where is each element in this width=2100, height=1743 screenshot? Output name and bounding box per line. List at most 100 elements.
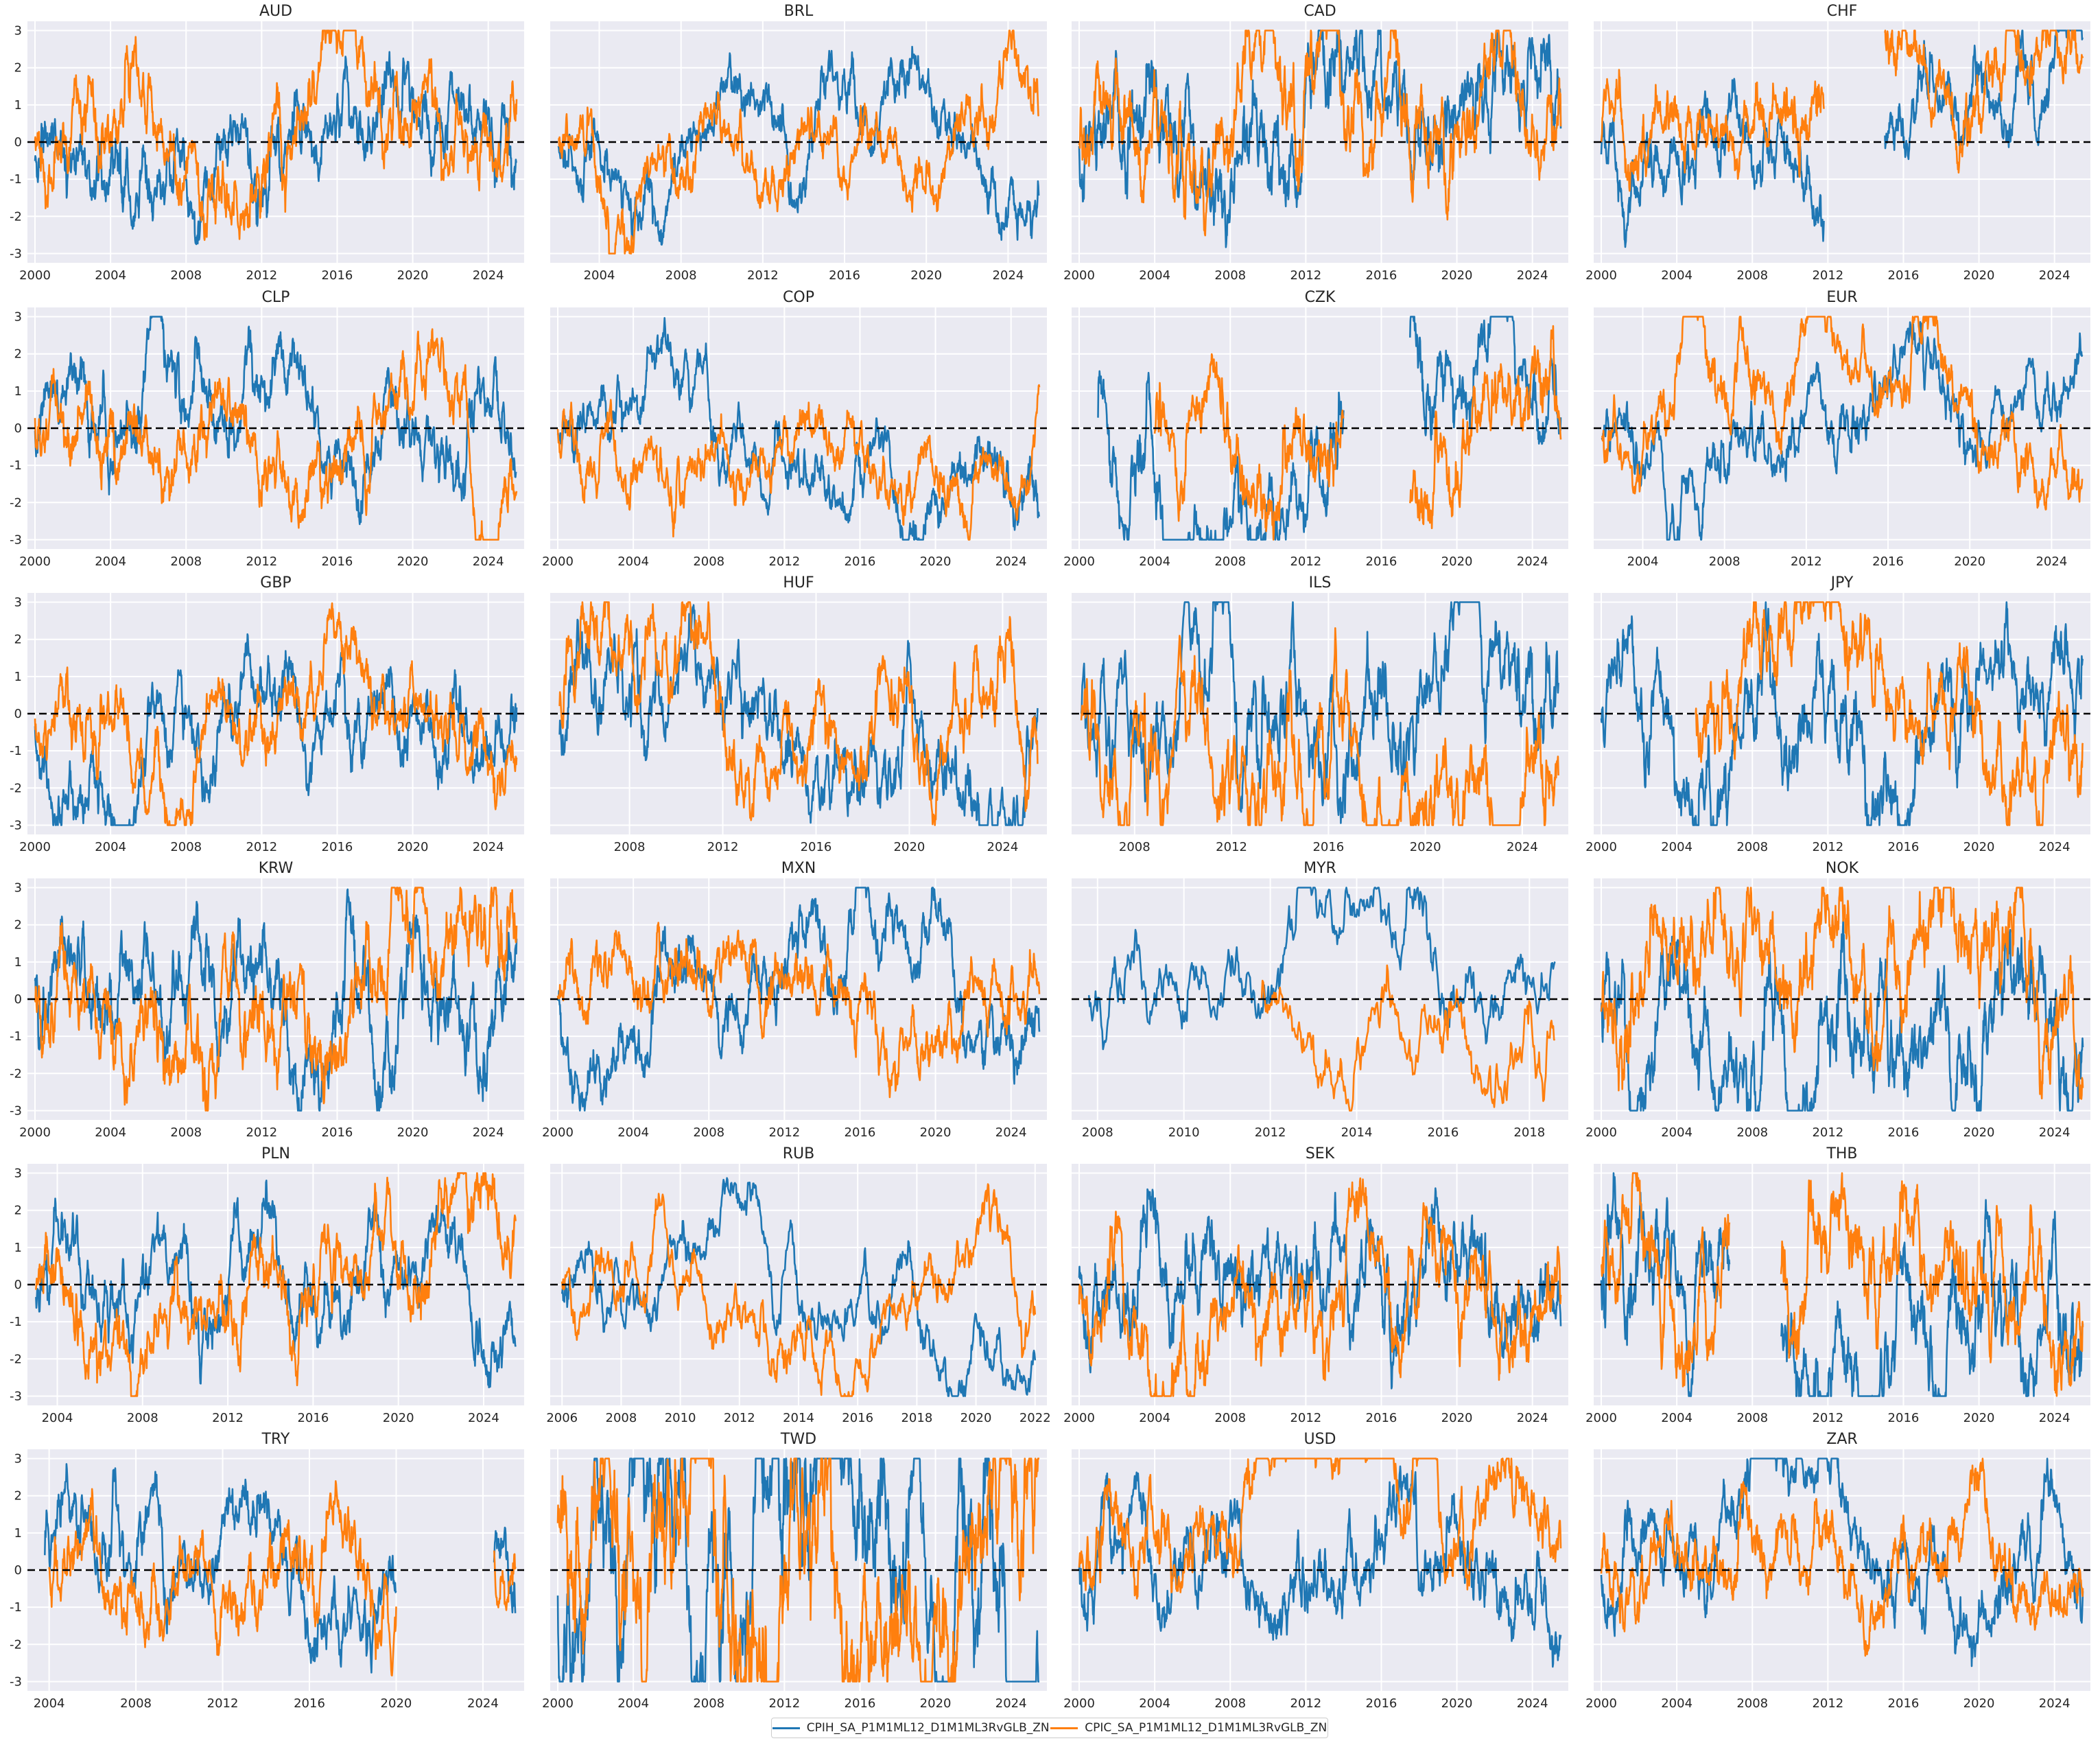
panel-twd: 2000 2004 2008 2012 2016 2020 2024 TWD	[542, 1431, 1047, 1711]
series-cpih-line	[34, 316, 517, 526]
x-tick-label: 2012	[724, 1411, 755, 1425]
x-tick-label: 2020	[1441, 554, 1473, 569]
x-tick-label: 2000	[1585, 268, 1617, 283]
x-tick-label: 2020	[383, 1411, 414, 1425]
panel-title: ILS	[1309, 574, 1332, 592]
series-cpic-line	[1078, 1458, 1562, 1600]
x-tick-label: 2008	[693, 554, 724, 569]
legend-swatch-cpic	[1050, 1727, 1078, 1729]
panel-title: CAD	[1303, 3, 1336, 20]
y-tick-label: 3	[14, 881, 22, 896]
panel-title: USD	[1303, 1431, 1336, 1448]
x-tick-label: 2004	[95, 554, 126, 569]
x-tick-label: 2012	[246, 554, 277, 569]
x-tick-label: 2018	[1513, 1125, 1545, 1140]
y-tick-label: -2	[10, 1352, 22, 1366]
x-tick-label: 2024	[467, 1696, 499, 1711]
x-tick-label: 2010	[665, 1411, 696, 1425]
x-tick-label: 2000	[542, 1125, 574, 1140]
panel-cad: 2000 2004 2008 2012 2016 2020 2024 CAD	[1063, 3, 1568, 283]
x-tick-label: 2012	[1255, 1125, 1286, 1140]
x-tick-label: 2008	[1119, 840, 1151, 854]
y-tick-label: 1	[14, 98, 22, 113]
x-tick-label: 2024	[995, 554, 1027, 569]
panel-title: RUB	[783, 1145, 814, 1162]
x-tick-label: 2012	[1290, 1411, 1321, 1425]
panel-try: 2004 2008 2012 2016 2020 2024 -3 -2 -1 0 1 2 3 TRY	[10, 1431, 524, 1711]
x-tick-label: 2016	[842, 1411, 873, 1425]
x-tick-label: 2012	[1812, 1696, 1843, 1711]
x-tick-label: 2024	[1517, 268, 1548, 283]
x-tick-label: 2016	[845, 1696, 876, 1711]
x-tick-label: 2016	[297, 1411, 329, 1425]
y-tick-label: 2	[14, 1489, 22, 1504]
x-tick-label: 2016	[829, 268, 860, 283]
x-tick-label: 2018	[901, 1411, 932, 1425]
series-cpih-line	[34, 633, 518, 826]
panel-title: NOK	[1826, 860, 1859, 877]
series-cpic-line	[1601, 1172, 2084, 1397]
series-cpic-line	[1153, 325, 1562, 541]
x-tick-label: 2012	[747, 268, 779, 283]
y-tick-label: 3	[14, 596, 22, 610]
x-tick-label: 2008	[614, 840, 646, 854]
x-tick-label: 2024	[2036, 554, 2067, 569]
x-tick-label: 2024	[473, 1125, 504, 1140]
panel-title: COP	[783, 289, 814, 306]
y-tick-label: -2	[10, 209, 22, 224]
x-tick-label: 2016	[1366, 1411, 1397, 1425]
legend-label-cpic: CPIC_SA_P1M1ML12_D1M1ML3RvGLB_ZN	[1085, 1721, 1328, 1735]
x-tick-label: 2000	[542, 1696, 574, 1711]
x-tick-label: 2020	[1410, 840, 1441, 854]
y-tick-label: -1	[10, 1600, 22, 1615]
x-tick-label: 2000	[542, 554, 574, 569]
y-tick-label: 3	[14, 1167, 22, 1181]
x-tick-label: 2020	[1963, 840, 1995, 854]
y-tick-label: -2	[10, 1066, 22, 1081]
x-tick-label: 2000	[1585, 840, 1617, 854]
series-cpic-line	[48, 1480, 517, 1676]
x-tick-label: 2024	[2039, 1411, 2070, 1425]
series-cpih-line	[1078, 1187, 1562, 1390]
panel-title: GBP	[260, 574, 291, 592]
x-tick-label: 2024	[473, 554, 504, 569]
x-tick-label: 2022	[1019, 1411, 1051, 1425]
series-cpic-line	[1600, 1458, 2084, 1657]
series-cpic-line	[1695, 601, 2084, 826]
panel-title: BRL	[784, 3, 814, 20]
x-tick-label: 2016	[1888, 1411, 1920, 1425]
x-tick-label: 2020	[1963, 1696, 1995, 1711]
legend-entry-cpic: CPIC_SA_P1M1ML12_D1M1ML3RvGLB_ZN	[1050, 1721, 1327, 1735]
x-tick-label: 2016	[1872, 554, 1904, 569]
panel-jpy: 2000 2004 2008 2012 2016 2020 2024 JPY	[1585, 574, 2090, 854]
x-tick-label: 2004	[42, 1411, 73, 1425]
x-tick-label: 2008	[1214, 1696, 1246, 1711]
y-tick-label: 3	[14, 310, 22, 325]
series-cpic-line	[34, 30, 518, 242]
y-tick-label: 2	[14, 918, 22, 933]
x-tick-label: 2020	[381, 1696, 412, 1711]
x-tick-label: 2004	[1139, 554, 1170, 569]
x-tick-label: 2012	[707, 840, 739, 854]
series-cpic-line	[34, 602, 518, 826]
x-tick-label: 2008	[170, 1125, 202, 1140]
series-cpic-line	[1601, 316, 2084, 511]
x-tick-label: 2012	[246, 840, 277, 854]
series-cpic-line	[1600, 30, 2084, 192]
legend: CPIH_SA_P1M1ML12_D1M1ML3RvGLB_ZN CPIC_SA…	[771, 1718, 1328, 1738]
x-tick-label: 2020	[1441, 1411, 1473, 1425]
x-tick-label: 2016	[1366, 1696, 1397, 1711]
series-cpih-line	[1078, 1465, 1562, 1668]
x-tick-label: 2024	[473, 268, 504, 283]
x-tick-label: 2000	[19, 1125, 51, 1140]
y-tick-label: -3	[10, 1389, 22, 1403]
panel-krw: 2000 2004 2008 2012 2016 2020 2024 -3 -2 -1 0 1 2 3 KR…	[10, 860, 524, 1140]
x-tick-label: 2004	[617, 1696, 649, 1711]
x-tick-label: 2004	[1139, 1411, 1170, 1425]
x-tick-label: 2004	[1661, 268, 1692, 283]
series-cpic-line	[556, 1458, 1040, 1683]
x-tick-label: 2024	[995, 1125, 1027, 1140]
x-tick-label: 2016	[1366, 554, 1397, 569]
series-cpih-line	[1078, 30, 1562, 248]
series-cpic-line	[1078, 1177, 1562, 1397]
